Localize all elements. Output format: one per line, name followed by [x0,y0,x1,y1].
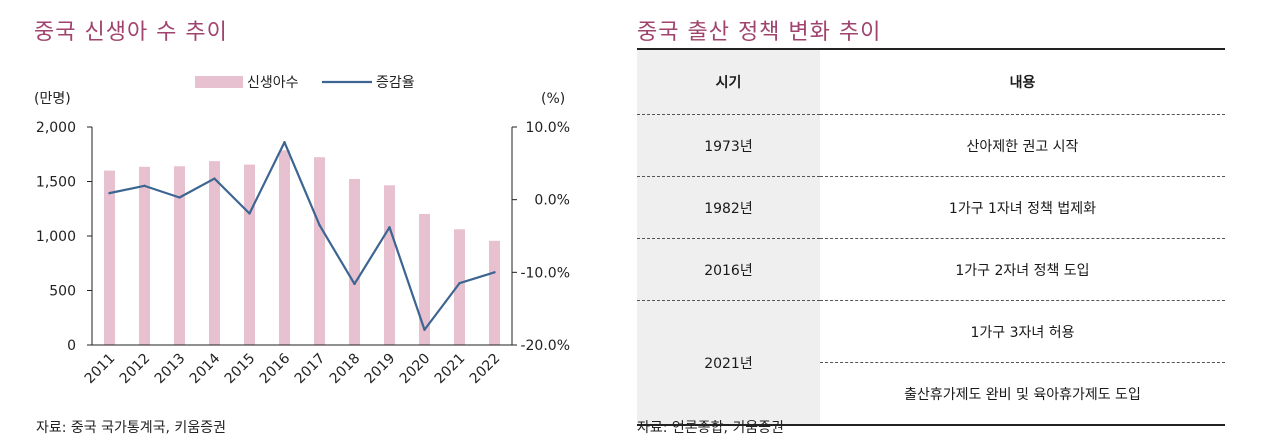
growth-point-2020 [423,328,426,331]
bar-2015 [244,164,255,345]
left-source: 자료: 중국 국가통계국, 키움증권 [36,420,226,436]
policy-table: 시기 내용 1973년 산아제한 권고 시작 1982년 1가구 1자녀 정책 … [637,48,1225,426]
x-tick-label: 2019 [362,351,399,388]
y-left-tick-label: 0 [67,338,76,354]
right-table-title: 중국 출산 정책 변화 추이 [637,20,882,45]
content-cell: 1가구 2자녀 정책 도입 [819,238,1225,301]
content-cell: 산아제한 권고 시작 [819,114,1225,177]
table-row: 2016년 1가구 2자녀 정책 도입 [637,238,1225,301]
y-right-unit-label: (%) [541,91,565,107]
period-cell: 2021년 [637,300,820,426]
y-left-tick-label: 1,000 [36,229,76,245]
x-tick-label: 2011 [82,351,119,388]
y-right-tick-label: -10.0% [520,265,570,281]
growth-point-2019 [388,226,391,229]
content-cell: 출산휴가제도 완비 및 육아휴가제도 도입 [819,362,1225,426]
bar-2014 [209,161,220,345]
bar-2017 [314,157,325,345]
bar-2011 [104,170,115,345]
legend-bar-label: 신생아수 [247,75,299,91]
right-source: 자료: 언론종합, 키움증권 [637,420,784,436]
growth-rate-line [109,141,495,331]
header-period: 시기 [637,48,820,115]
bar-2013 [174,166,185,345]
x-tick-label: 2013 [152,351,189,388]
growth-point-2021 [458,282,461,285]
table-row: 출산휴가제도 완비 및 육아휴가제도 도입 [637,362,1225,426]
bar-2022 [489,240,500,345]
growth-point-2018 [353,282,356,286]
header-content: 내용 [819,48,1225,115]
table-row: 1973년 산아제한 권고 시작 [637,114,1225,177]
bar-2016 [279,150,290,345]
x-tick-label: 2018 [327,351,364,388]
x-tick-label: 2017 [292,351,329,388]
x-tick-label: 2021 [432,351,469,388]
x-tick-label: 2015 [222,351,259,388]
bar-2018 [349,178,360,345]
growth-point-2014 [213,177,216,180]
x-tick-label: 2016 [257,350,294,387]
growth-point-2011 [108,191,111,195]
table-row: 2021년 1가구 3자녀 허용 [637,300,1225,426]
growth-point-2022 [493,271,496,274]
growth-point-2016 [283,141,286,144]
y-left-tick-label: 500 [49,284,76,300]
period-cell: 2016년 [637,238,820,301]
legend-line-label: 증감율 [376,75,415,91]
y-right-tick-label: 0.0% [534,193,570,209]
content-cell: 1가구 1자녀 정책 법제화 [819,176,1225,239]
y-left-tick-label: 1,500 [36,175,76,191]
bar-2019 [384,185,395,345]
x-tick-label: 2020 [397,351,434,388]
left-chart-title: 중국 신생아 수 추이 [34,20,228,45]
bar-2021 [454,229,465,345]
y-left-tick-label: 2,000 [36,120,76,136]
x-tick-label: 2012 [117,351,154,388]
births-chart: 0 500 1,000 1,500 2,000 -20.0% -10.0% 0.0% 10.0%… [34,75,570,388]
period-cell: 1982년 [637,176,820,239]
table-header-row: 시기 내용 [637,48,1225,115]
bar-2012 [139,166,150,345]
table-row: 1982년 1가구 1자녀 정책 법제화 [637,176,1225,239]
growth-point-2012 [143,184,146,188]
legend-bar-swatch [195,76,243,88]
x-tick-label: 2014 [187,350,224,387]
growth-point-2013 [178,196,181,199]
content-cell: 1가구 3자녀 허용 [819,300,1225,363]
growth-point-2015 [248,212,251,215]
period-cell: 1973년 [637,114,820,177]
growth-point-2017 [318,223,321,227]
bar-2020 [419,213,430,345]
y-right-tick-label: -20.0% [520,338,570,354]
y-left-unit-label: (만명) [34,91,71,107]
y-right-tick-label: 10.0% [526,120,570,136]
x-tick-label: 2022 [467,351,504,388]
